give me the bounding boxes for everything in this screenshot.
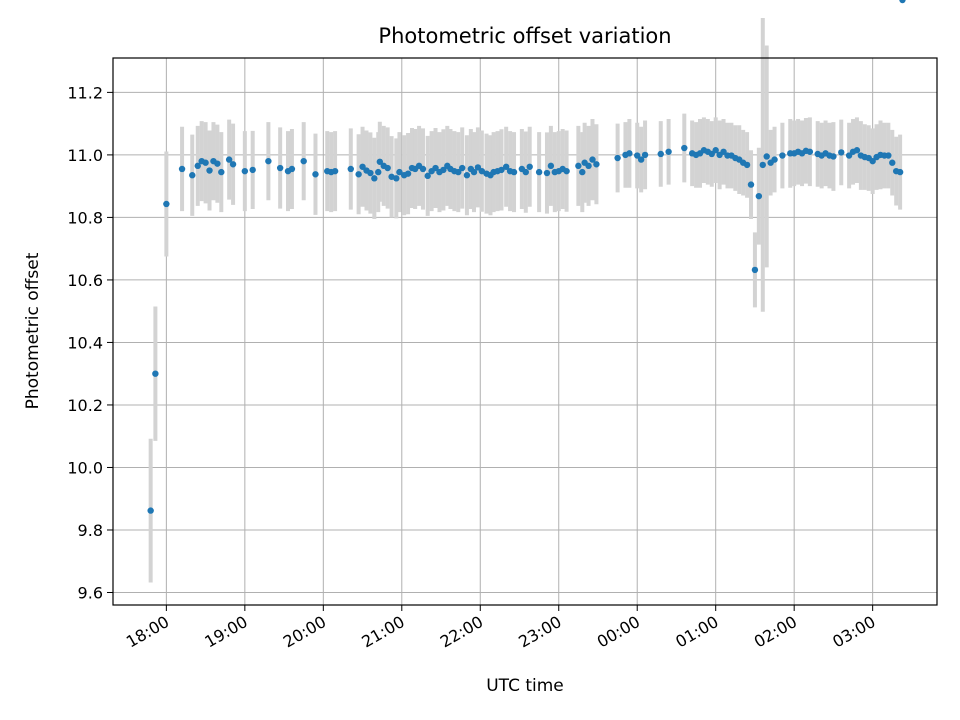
plot-frame [112, 57, 938, 606]
data-point [276, 164, 284, 172]
data-point [759, 161, 766, 169]
data-point [404, 170, 412, 177]
data-point [424, 172, 431, 180]
data-point [375, 168, 382, 176]
data-point [593, 161, 600, 168]
data-point [779, 152, 786, 159]
data-point [641, 151, 649, 159]
data-point [543, 169, 551, 177]
y-tick-label: 10.6 [67, 271, 103, 290]
data-point [178, 165, 186, 173]
data-point [585, 162, 592, 170]
y-axis-label: Photometric offset [23, 252, 43, 409]
data-point [806, 148, 814, 155]
data-point [347, 165, 354, 173]
data-point [371, 175, 378, 182]
data-point [393, 175, 400, 182]
data-point [522, 168, 529, 176]
data-point [376, 158, 384, 165]
data-point [510, 168, 518, 176]
data-point [249, 166, 256, 174]
data-point [899, 0, 906, 4]
data-point [440, 166, 447, 174]
data-point [575, 162, 582, 170]
data-point [771, 156, 778, 163]
data-point [214, 160, 221, 167]
data-point [885, 152, 892, 159]
y-tick-label: 11.2 [67, 83, 103, 102]
data-point [152, 370, 159, 377]
data-point [838, 149, 845, 156]
data-point [896, 168, 904, 176]
data-point [229, 161, 237, 168]
y-tick-label: 9.6 [78, 583, 103, 602]
data-point [367, 169, 374, 177]
y-tick-label: 11.0 [67, 146, 103, 165]
data-point [634, 152, 641, 159]
data-point [225, 156, 233, 163]
data-point [312, 171, 319, 178]
y-axis: 9.6 9.8 10.0 10.2 10.4 10.6 10.8 11.0 11.2 [67, 83, 113, 602]
data-point [206, 167, 213, 174]
data-point [241, 167, 249, 175]
data-point [202, 159, 209, 166]
data-point [163, 200, 170, 208]
data-point [331, 167, 339, 175]
data-point [869, 157, 876, 165]
data-point [218, 168, 225, 176]
data-point [889, 159, 896, 166]
data-point [432, 164, 439, 172]
data-point [637, 156, 645, 163]
data-point [535, 168, 543, 176]
data-point [589, 156, 596, 163]
data-point [563, 167, 570, 175]
x-axis-label: UTC time [486, 676, 564, 696]
data-point [194, 162, 201, 170]
data-point [288, 165, 296, 173]
data-point [547, 162, 555, 170]
data-point [830, 153, 837, 160]
data-point [478, 167, 486, 175]
y-tick-label: 9.8 [78, 521, 103, 540]
data-point [681, 144, 688, 152]
data-point [853, 147, 861, 154]
data-point [455, 168, 462, 176]
data-point [463, 172, 471, 179]
data-point [626, 150, 633, 157]
data-point [526, 163, 533, 170]
data-point [712, 147, 719, 154]
data-point [665, 148, 672, 155]
data-point [147, 507, 154, 514]
data-point [419, 165, 427, 173]
data-point [189, 172, 196, 179]
data-point [763, 153, 770, 160]
data-point [579, 168, 586, 176]
data-point [747, 181, 755, 188]
y-tick-label: 10.2 [67, 396, 103, 415]
data-point [384, 164, 391, 172]
data-point [614, 154, 621, 162]
data-point [502, 163, 510, 170]
data-point [470, 168, 478, 176]
data-point [657, 150, 664, 158]
data-point [355, 171, 362, 178]
data-point [498, 166, 505, 174]
data-point [755, 192, 763, 200]
chart-title: Photometric offset variation [378, 24, 671, 48]
data-point [396, 168, 403, 176]
data-point [300, 157, 307, 165]
data-points [147, 0, 906, 514]
y-tick-label: 10.4 [67, 333, 103, 352]
data-point [751, 266, 759, 274]
data-point [265, 157, 272, 165]
y-tick-label: 10.8 [67, 208, 103, 227]
y-tick-label: 10.0 [67, 458, 103, 477]
data-point [743, 161, 751, 169]
data-point [459, 164, 466, 172]
